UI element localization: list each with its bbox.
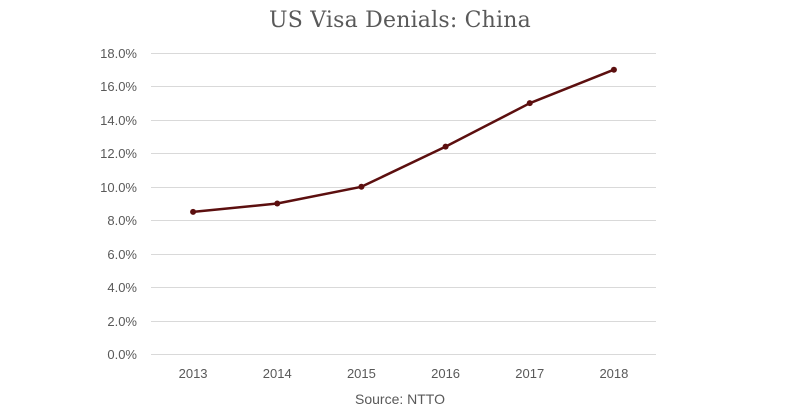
x-tick-label: 2017 [515, 366, 544, 381]
y-tick-label: 8.0% [107, 213, 137, 228]
y-tick-label: 10.0% [100, 180, 137, 195]
chart-title: US Visa Denials: China [269, 8, 531, 33]
data-point [610, 66, 617, 73]
y-tick-label: 6.0% [107, 247, 137, 262]
y-tick-label: 4.0% [107, 280, 137, 295]
y-axis-tick-labels: 0.0% 2.0% 4.0% 6.0% 8.0% 10.0% 12.0% 14.0% 16.0%… [100, 46, 137, 362]
y-tick-label: 18.0% [100, 46, 137, 61]
y-tick-label: 2.0% [107, 314, 137, 329]
x-tick-label: 2015 [347, 366, 376, 381]
data-point [442, 143, 449, 150]
x-tick-label: 2018 [599, 366, 628, 381]
chart-source: Source: NTTO [355, 391, 445, 407]
x-axis-tick-labels: 2013 2014 2015 2016 2017 2018 [179, 366, 629, 381]
series-layer [190, 66, 617, 215]
y-tick-label: 16.0% [100, 79, 137, 94]
y-tick-label: 0.0% [107, 347, 137, 362]
data-point [274, 200, 281, 207]
gridlines [151, 53, 656, 355]
y-tick-label: 14.0% [100, 113, 137, 128]
data-point [358, 183, 365, 190]
x-tick-label: 2013 [179, 366, 208, 381]
series-line [191, 68, 616, 214]
x-tick-label: 2016 [431, 366, 460, 381]
data-point [526, 100, 533, 107]
y-tick-label: 12.0% [100, 146, 137, 161]
x-tick-label: 2014 [263, 366, 292, 381]
data-point [190, 208, 197, 215]
